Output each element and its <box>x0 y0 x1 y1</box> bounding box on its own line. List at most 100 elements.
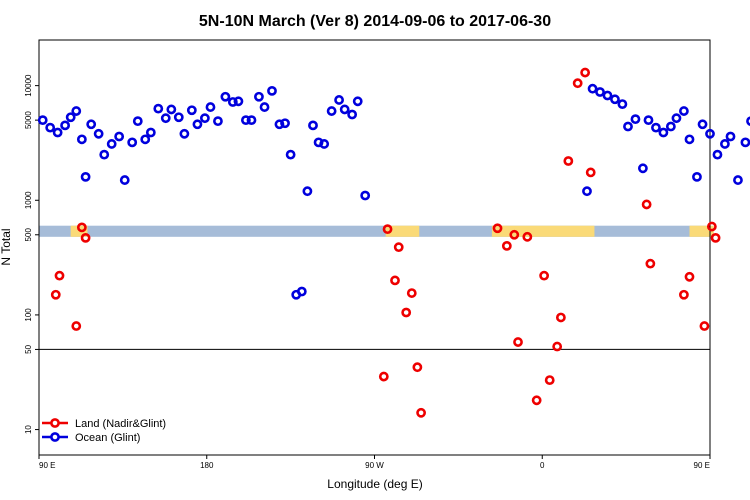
data-point <box>705 128 715 139</box>
data-point <box>602 90 613 101</box>
legend-entry: Ocean (Glint) <box>75 432 140 444</box>
data-point <box>308 120 318 131</box>
data-point <box>643 115 654 126</box>
data-point <box>99 149 110 160</box>
data-point <box>205 102 216 112</box>
band-ocean <box>39 225 710 237</box>
legend-marker <box>50 418 60 428</box>
data-point <box>199 113 210 124</box>
band-land-segment <box>385 225 420 237</box>
data-point <box>334 95 344 105</box>
data-point <box>582 186 592 197</box>
data-point <box>720 139 730 149</box>
data-point <box>267 85 277 96</box>
data-point <box>641 199 652 210</box>
data-point <box>71 106 82 116</box>
data-point <box>52 127 63 138</box>
data-point <box>699 321 710 331</box>
data-point <box>166 104 177 115</box>
data-point <box>76 222 87 233</box>
data-point <box>638 163 648 174</box>
data-point <box>360 190 371 201</box>
legend-entry: Land (Nadir&Glint) <box>75 418 166 430</box>
y-tick-label: 10 <box>24 425 33 434</box>
data-point <box>513 337 523 347</box>
data-point <box>227 97 238 107</box>
data-point <box>531 395 542 406</box>
data-point <box>740 137 750 148</box>
data-point <box>114 131 125 142</box>
x-axis-label: Longitude (deg E) <box>327 477 422 491</box>
data-point <box>658 127 669 138</box>
data-point <box>552 341 563 352</box>
data-point <box>595 87 605 97</box>
data-point <box>710 232 721 243</box>
data-point <box>296 286 307 297</box>
data-point <box>671 113 682 124</box>
data-point <box>544 375 555 386</box>
data-point <box>725 131 736 142</box>
data-point <box>254 91 264 102</box>
data-point <box>220 91 231 102</box>
x-tick-label: 0 <box>540 461 545 470</box>
y-tick-label: 5000 <box>24 111 33 129</box>
x-tick-label: 90 E <box>39 461 55 470</box>
data-point <box>684 134 695 145</box>
y-tick-label: 100 <box>24 308 33 322</box>
data-point <box>259 102 270 112</box>
data-point <box>119 175 130 185</box>
data-point <box>563 156 574 166</box>
data-point <box>60 120 70 131</box>
data-point <box>712 149 723 160</box>
data-point <box>192 119 203 130</box>
data-point <box>233 96 244 107</box>
data-point <box>378 371 389 382</box>
data-point <box>382 224 393 235</box>
data-point <box>352 96 363 107</box>
data-point <box>93 128 104 139</box>
data-point <box>132 116 143 127</box>
data-point <box>401 307 412 318</box>
data-point <box>679 106 689 116</box>
data-point <box>684 271 695 282</box>
data-point <box>280 118 290 129</box>
data-point <box>302 186 313 197</box>
data-point <box>160 113 171 124</box>
data-point <box>617 99 628 109</box>
y-tick-label: 1000 <box>24 191 33 209</box>
data-point <box>153 103 164 114</box>
x-tick-label: 90 W <box>365 461 384 470</box>
data-point <box>580 67 591 78</box>
data-point <box>339 104 350 115</box>
data-point <box>416 407 426 418</box>
land-ocean-band <box>39 225 714 237</box>
band-land-segment <box>689 225 714 237</box>
data-point <box>555 312 566 323</box>
data-point <box>697 119 708 130</box>
x-tick-label: 180 <box>200 461 214 470</box>
legend: Land (Nadir&Glint) Ocean (Glint) <box>42 418 166 444</box>
data-point <box>45 122 56 133</box>
data-point <box>145 127 156 138</box>
data-point <box>522 231 533 242</box>
data-point <box>492 223 503 234</box>
y-axis: 10 50 100 500 1000 5000 10000 <box>24 74 39 434</box>
series-ocean <box>37 83 750 300</box>
data-point <box>50 289 61 300</box>
data-point <box>587 83 598 94</box>
data-point <box>393 242 404 253</box>
data-point <box>246 115 257 126</box>
data-point <box>630 114 641 125</box>
y-axis-label: N Total <box>0 228 13 265</box>
data-point <box>65 112 76 123</box>
data-point <box>179 128 190 139</box>
y-tick-label: 500 <box>24 228 33 242</box>
data-point <box>539 270 550 281</box>
data-point <box>76 134 87 145</box>
data-point <box>274 119 285 130</box>
data-point <box>412 362 423 373</box>
data-point <box>37 115 48 126</box>
data-point <box>127 137 138 148</box>
